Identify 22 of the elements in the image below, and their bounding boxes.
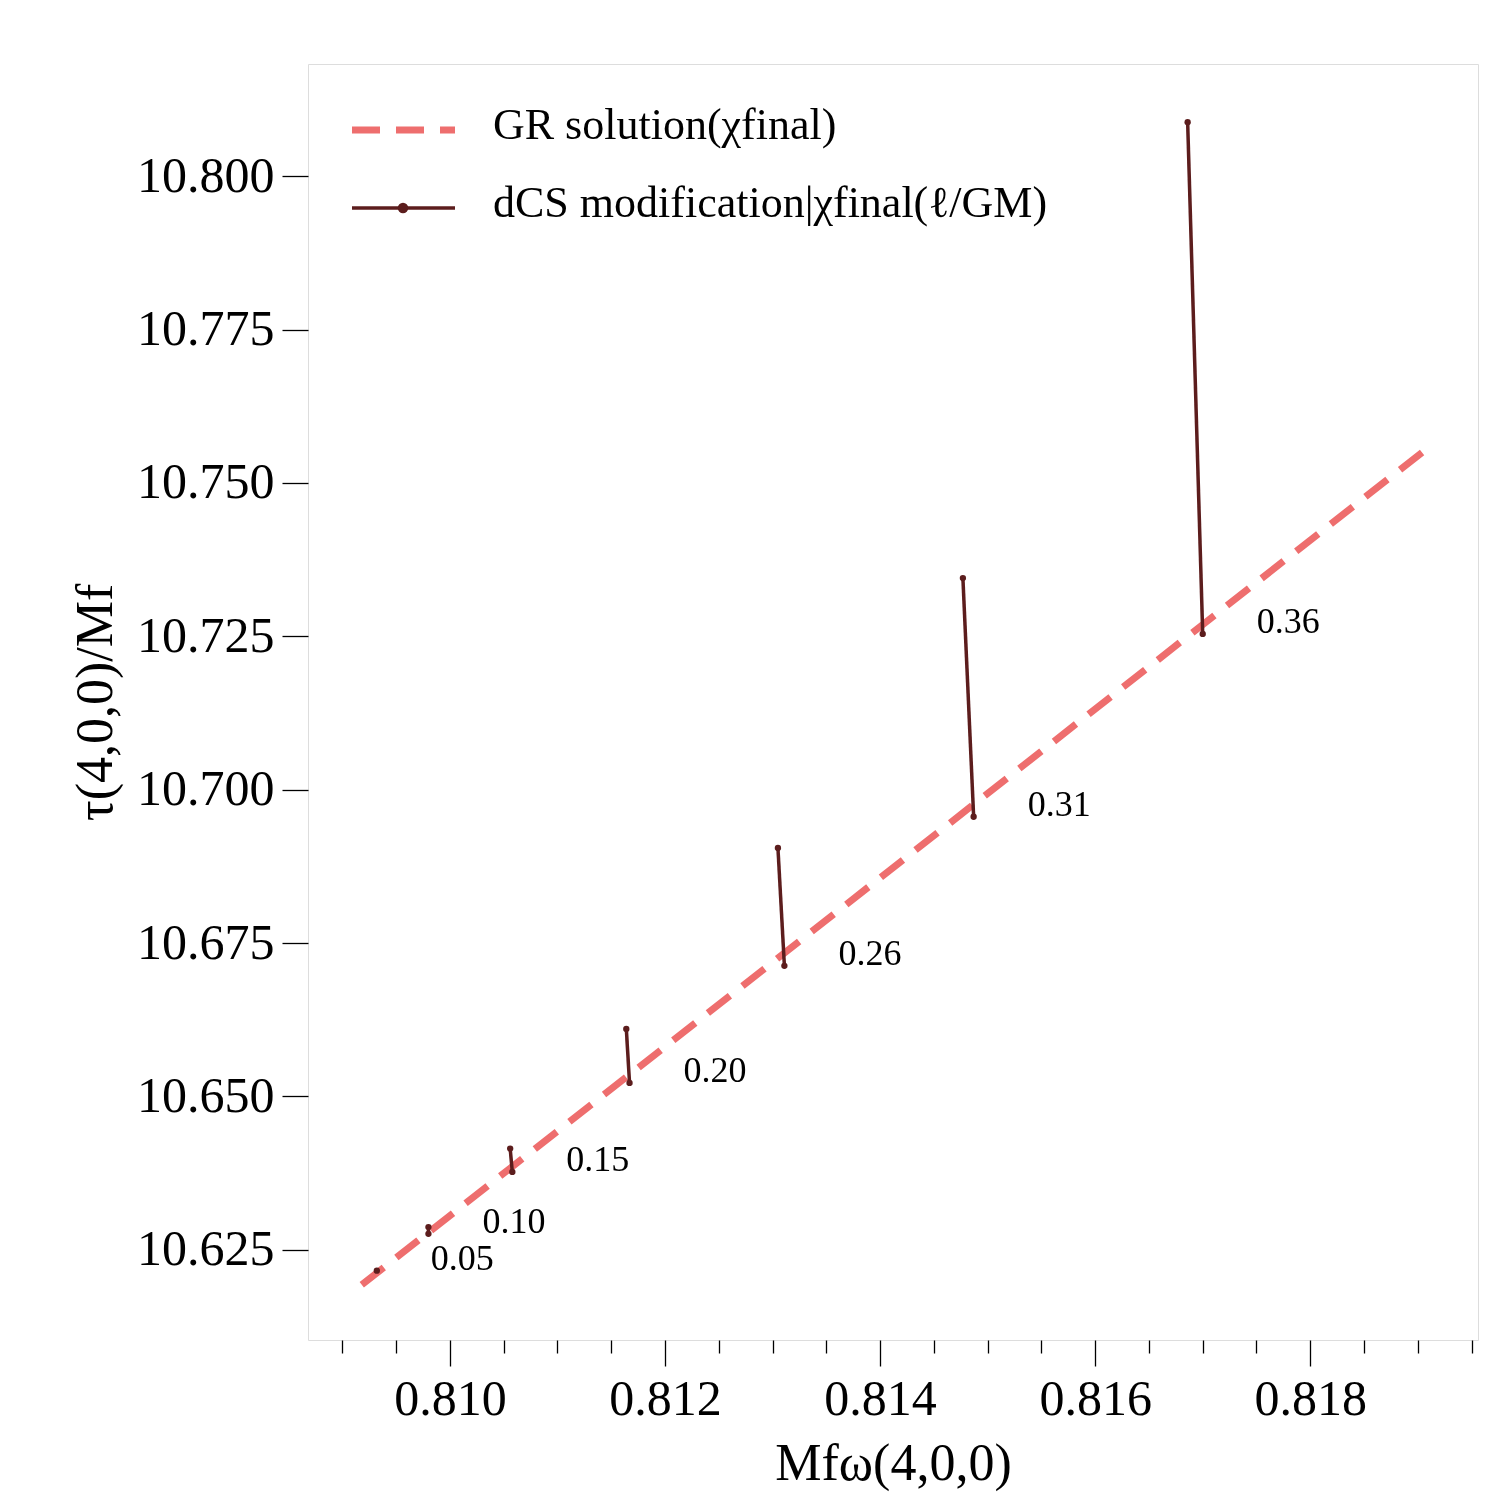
- y-tick-label: 10.775: [137, 300, 275, 357]
- x-tick-label: 0.816: [1039, 1369, 1152, 1426]
- y-tick-label: 10.725: [137, 606, 275, 663]
- x-tick-label: 0.812: [609, 1369, 722, 1426]
- legend-label: GR solution(χfinal): [493, 100, 837, 149]
- y-tick-label: 10.675: [137, 913, 275, 970]
- x-tick-label: 0.810: [394, 1369, 507, 1426]
- y-axis-title: τ(4,0,0)/Mf: [66, 583, 124, 822]
- annotation: 0.31: [1027, 783, 1091, 824]
- y-tick-label: 10.750: [137, 453, 275, 510]
- x-tick-label: 0.818: [1254, 1369, 1367, 1426]
- x-axis-title: Mfω(4,0,0): [775, 1433, 1012, 1492]
- annotation: 0.20: [683, 1049, 747, 1090]
- y-tick-label: 10.625: [137, 1220, 275, 1277]
- y-tick-label: 10.700: [137, 760, 275, 817]
- legend-label: dCS modification|χfinal(ℓ/GM): [493, 178, 1048, 227]
- y-tick-label: 10.650: [137, 1066, 275, 1123]
- y-tick-label: 10.800: [137, 146, 275, 203]
- annotation: 0.36: [1256, 600, 1320, 641]
- annotation: 0.26: [838, 932, 902, 973]
- annotation: 0.15: [566, 1138, 630, 1179]
- x-tick-label: 0.814: [824, 1369, 937, 1426]
